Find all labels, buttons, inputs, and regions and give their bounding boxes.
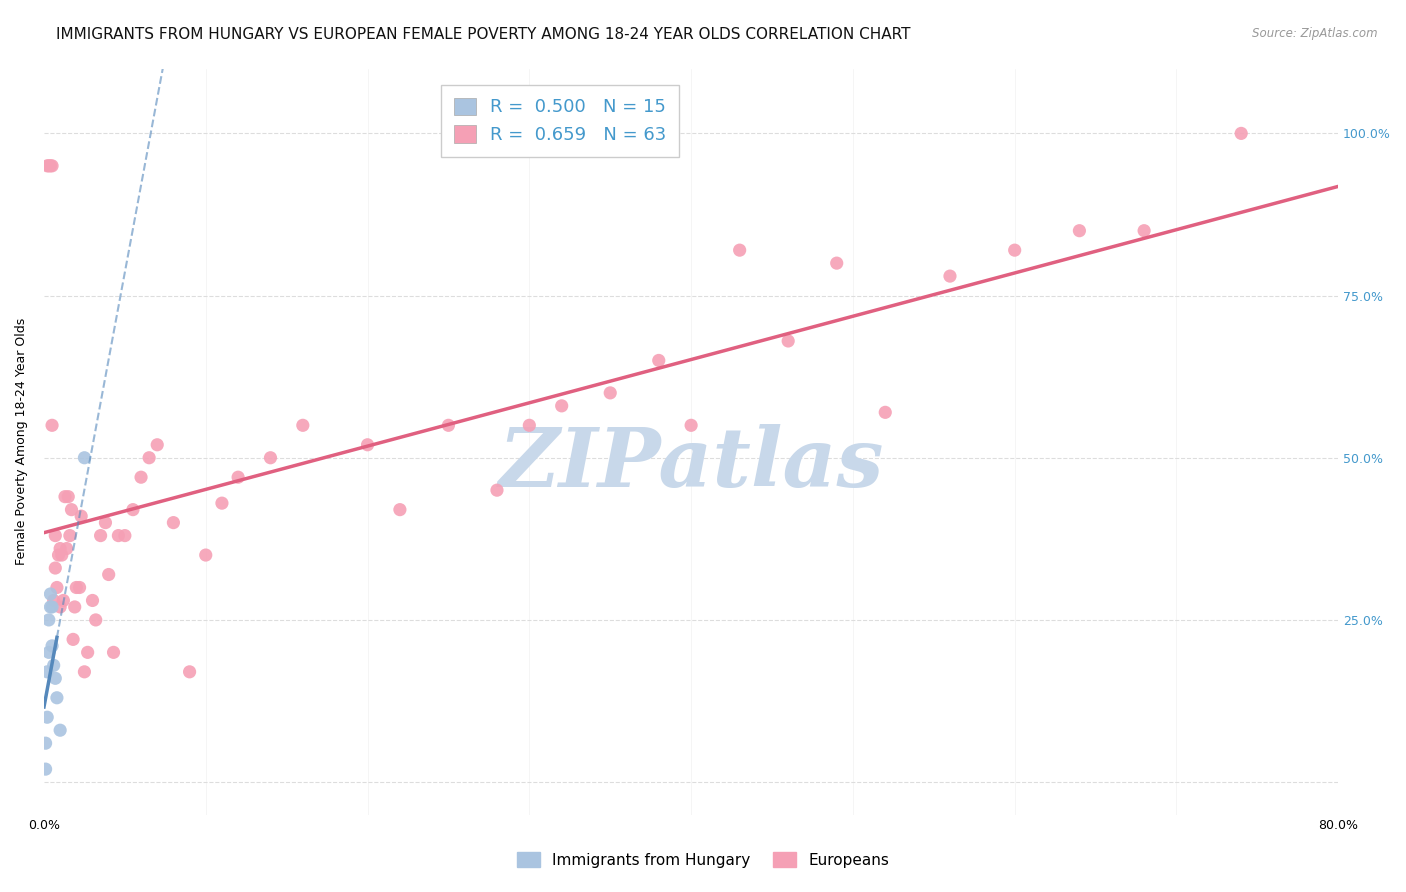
Point [259, 450, 281, 465]
Point [356, 438, 378, 452]
Point [62, 632, 84, 647]
Point [728, 243, 751, 257]
Point [41, 599, 63, 614]
Point [45, 690, 67, 705]
Point [82, 593, 104, 607]
Point [41, 159, 63, 173]
Point [179, 665, 201, 679]
Point [44, 528, 66, 542]
Point [103, 645, 125, 659]
Point [39, 587, 62, 601]
Point [129, 470, 152, 484]
Point [648, 353, 671, 368]
Point [49, 723, 72, 738]
Point [681, 418, 703, 433]
Point [53, 490, 76, 504]
Text: ZIPatlas: ZIPatlas [498, 424, 884, 504]
Point [291, 418, 314, 433]
Point [226, 470, 249, 484]
Point [84, 613, 107, 627]
Point [162, 516, 184, 530]
Point [49, 541, 72, 556]
Point [1133, 224, 1156, 238]
Point [194, 548, 217, 562]
Point [138, 450, 160, 465]
Point [1069, 224, 1091, 238]
Point [939, 269, 962, 284]
Point [49, 599, 72, 614]
Point [63, 599, 86, 614]
Point [437, 418, 460, 433]
Point [388, 502, 411, 516]
Point [70, 509, 93, 524]
Text: Source: ZipAtlas.com: Source: ZipAtlas.com [1253, 27, 1378, 40]
Point [38, 645, 60, 659]
Point [38, 159, 60, 173]
Point [45, 581, 67, 595]
Point [60, 502, 83, 516]
Point [73, 450, 96, 465]
Point [76, 645, 98, 659]
Point [875, 405, 897, 419]
Y-axis label: Female Poverty Among 18-24 Year Olds: Female Poverty Among 18-24 Year Olds [15, 318, 28, 566]
Legend: R =  0.500   N = 15, R =  0.659   N = 63: R = 0.500 N = 15, R = 0.659 N = 63 [441, 85, 679, 157]
Point [122, 502, 145, 516]
Point [34, 736, 56, 750]
Point [37, 159, 59, 173]
Point [41, 639, 63, 653]
Point [38, 613, 60, 627]
Point [550, 399, 572, 413]
Point [146, 438, 169, 452]
Point [1230, 127, 1253, 141]
Point [52, 593, 75, 607]
Point [73, 665, 96, 679]
Point [97, 567, 120, 582]
Point [65, 581, 87, 595]
Point [42, 593, 65, 607]
Point [114, 528, 136, 542]
Point [44, 671, 66, 685]
Point [39, 599, 62, 614]
Point [90, 528, 112, 542]
Point [42, 658, 65, 673]
Point [58, 490, 80, 504]
Legend: Immigrants from Hungary, Europeans: Immigrants from Hungary, Europeans [509, 845, 897, 875]
Point [1004, 243, 1026, 257]
Point [48, 548, 70, 562]
Text: IMMIGRANTS FROM HUNGARY VS EUROPEAN FEMALE POVERTY AMONG 18-24 YEAR OLDS CORRELA: IMMIGRANTS FROM HUNGARY VS EUROPEAN FEMA… [56, 27, 911, 42]
Point [37, 665, 59, 679]
Point [51, 548, 73, 562]
Point [825, 256, 848, 270]
Point [69, 581, 91, 595]
Point [94, 516, 117, 530]
Point [211, 496, 233, 510]
Point [41, 418, 63, 433]
Point [39, 159, 62, 173]
Point [55, 541, 77, 556]
Point [485, 483, 508, 498]
Point [37, 710, 59, 724]
Point [107, 528, 129, 542]
Point [59, 528, 82, 542]
Point [517, 418, 540, 433]
Point [778, 334, 800, 348]
Point [599, 385, 621, 400]
Point [34, 762, 56, 776]
Point [44, 561, 66, 575]
